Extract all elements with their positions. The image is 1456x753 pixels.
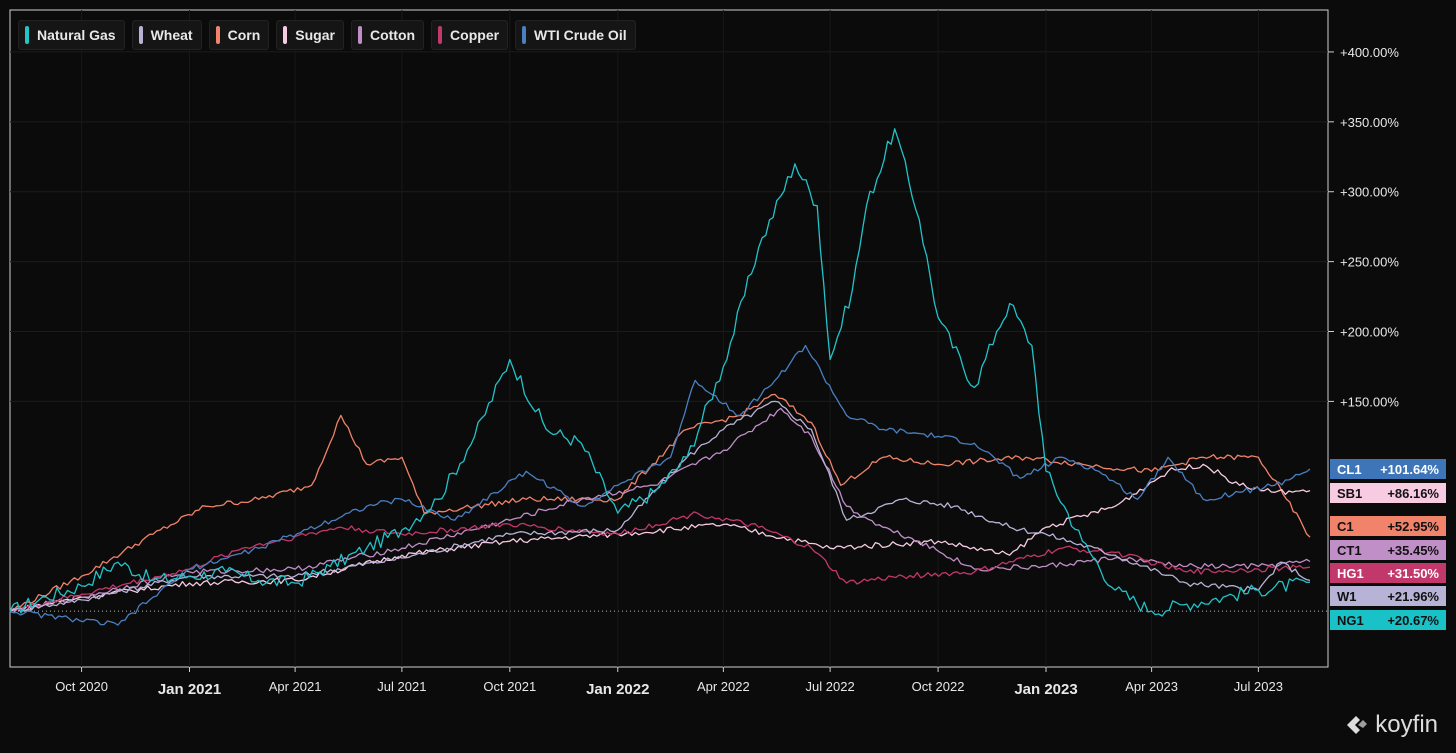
y-tick-label: +300.00%: [1340, 185, 1399, 200]
x-tick-label: Jul 2022: [806, 679, 855, 694]
x-tick-label: Oct 2022: [912, 679, 965, 694]
tag-ticker: HG1: [1337, 565, 1364, 581]
tag-ticker: C1: [1337, 518, 1354, 534]
legend-label: Cotton: [369, 27, 416, 43]
brand-name: koyfin: [1375, 711, 1438, 738]
x-tick-label: Apr 2021: [269, 679, 322, 694]
legend-item-sugar[interactable]: Sugar: [276, 20, 344, 50]
legend-swatch: [357, 26, 362, 44]
legend-label: WTI Crude Oil: [534, 27, 627, 43]
y-tick-label: +350.00%: [1340, 115, 1399, 130]
x-tick-label: Jul 2021: [377, 679, 426, 694]
legend: Natural Gas Wheat Corn Sugar Cotton Copp…: [18, 20, 636, 50]
series-line-corn: [9, 393, 1311, 612]
legend-label: Sugar: [295, 27, 335, 43]
legend-label: Corn: [227, 27, 261, 43]
x-tick-label: Jul 2023: [1234, 679, 1283, 694]
x-tick-label: Oct 2021: [483, 679, 536, 694]
legend-swatch: [215, 26, 220, 44]
series-line-natural-gas: [9, 128, 1311, 617]
tag-value: +31.50%: [1387, 565, 1439, 581]
koyfin-logo: koyfin: [1343, 711, 1438, 739]
y-tick-label: +400.00%: [1340, 45, 1399, 60]
x-tick-label: Jan 2022: [586, 681, 649, 698]
legend-label: Copper: [450, 27, 500, 43]
tag-value: +101.64%: [1380, 461, 1439, 477]
price-tag-ng1: NG1 +20.67%: [1330, 610, 1446, 630]
x-tick-label: Jan 2021: [158, 681, 221, 698]
tag-ticker: W1: [1337, 588, 1357, 604]
legend-swatch: [138, 26, 143, 44]
legend-swatch: [283, 26, 288, 44]
tag-value: +35.45%: [1387, 542, 1439, 558]
series-line-wti-crude-oil: [9, 344, 1311, 626]
price-tag-hg1: HG1 +31.50%: [1330, 563, 1446, 583]
price-tag-c1: C1 +52.95%: [1330, 516, 1446, 536]
y-tick-label: +250.00%: [1340, 255, 1399, 270]
tag-value: +21.96%: [1387, 588, 1439, 604]
x-tick-label: Apr 2023: [1125, 679, 1178, 694]
y-tick-label: +150.00%: [1340, 394, 1399, 409]
legend-swatch: [438, 26, 443, 44]
y-tick-label: +200.00%: [1340, 325, 1399, 340]
legend-label: Wheat: [150, 27, 193, 43]
legend-item-wti-crude-oil[interactable]: WTI Crude Oil: [515, 20, 636, 50]
price-tag-ct1: CT1 +35.45%: [1330, 540, 1446, 560]
tag-ticker: CT1: [1337, 542, 1362, 558]
x-tick-label: Apr 2022: [697, 679, 750, 694]
legend-item-natural-gas[interactable]: Natural Gas: [18, 20, 125, 50]
series-line-copper: [9, 511, 1311, 614]
legend-swatch: [25, 26, 29, 44]
koyfin-mark-icon: [1347, 716, 1368, 734]
tag-ticker: CL1: [1337, 461, 1362, 477]
tag-ticker: SB1: [1337, 485, 1363, 501]
legend-label: Natural Gas: [37, 27, 116, 43]
x-tick-label: Oct 2020: [55, 679, 108, 694]
tag-value: +86.16%: [1387, 485, 1439, 501]
tag-value: +20.67%: [1387, 612, 1439, 628]
legend-item-corn[interactable]: Corn: [208, 20, 270, 50]
tag-value: +52.95%: [1387, 518, 1439, 534]
tag-ticker: NG1: [1337, 612, 1364, 628]
legend-item-wheat[interactable]: Wheat: [131, 20, 202, 50]
price-tag-cl1: CL1 +101.64%: [1330, 459, 1446, 479]
legend-swatch: [522, 26, 527, 44]
price-tag-sb1: SB1 +86.16%: [1330, 483, 1446, 503]
legend-item-copper[interactable]: Copper: [431, 20, 509, 50]
series-line-sugar: [9, 463, 1311, 613]
legend-item-cotton[interactable]: Cotton: [350, 20, 425, 50]
price-tag-w1: W1 +21.96%: [1330, 586, 1446, 606]
x-tick-label: Jan 2023: [1014, 681, 1077, 698]
plot-frame: [9, 9, 1329, 668]
